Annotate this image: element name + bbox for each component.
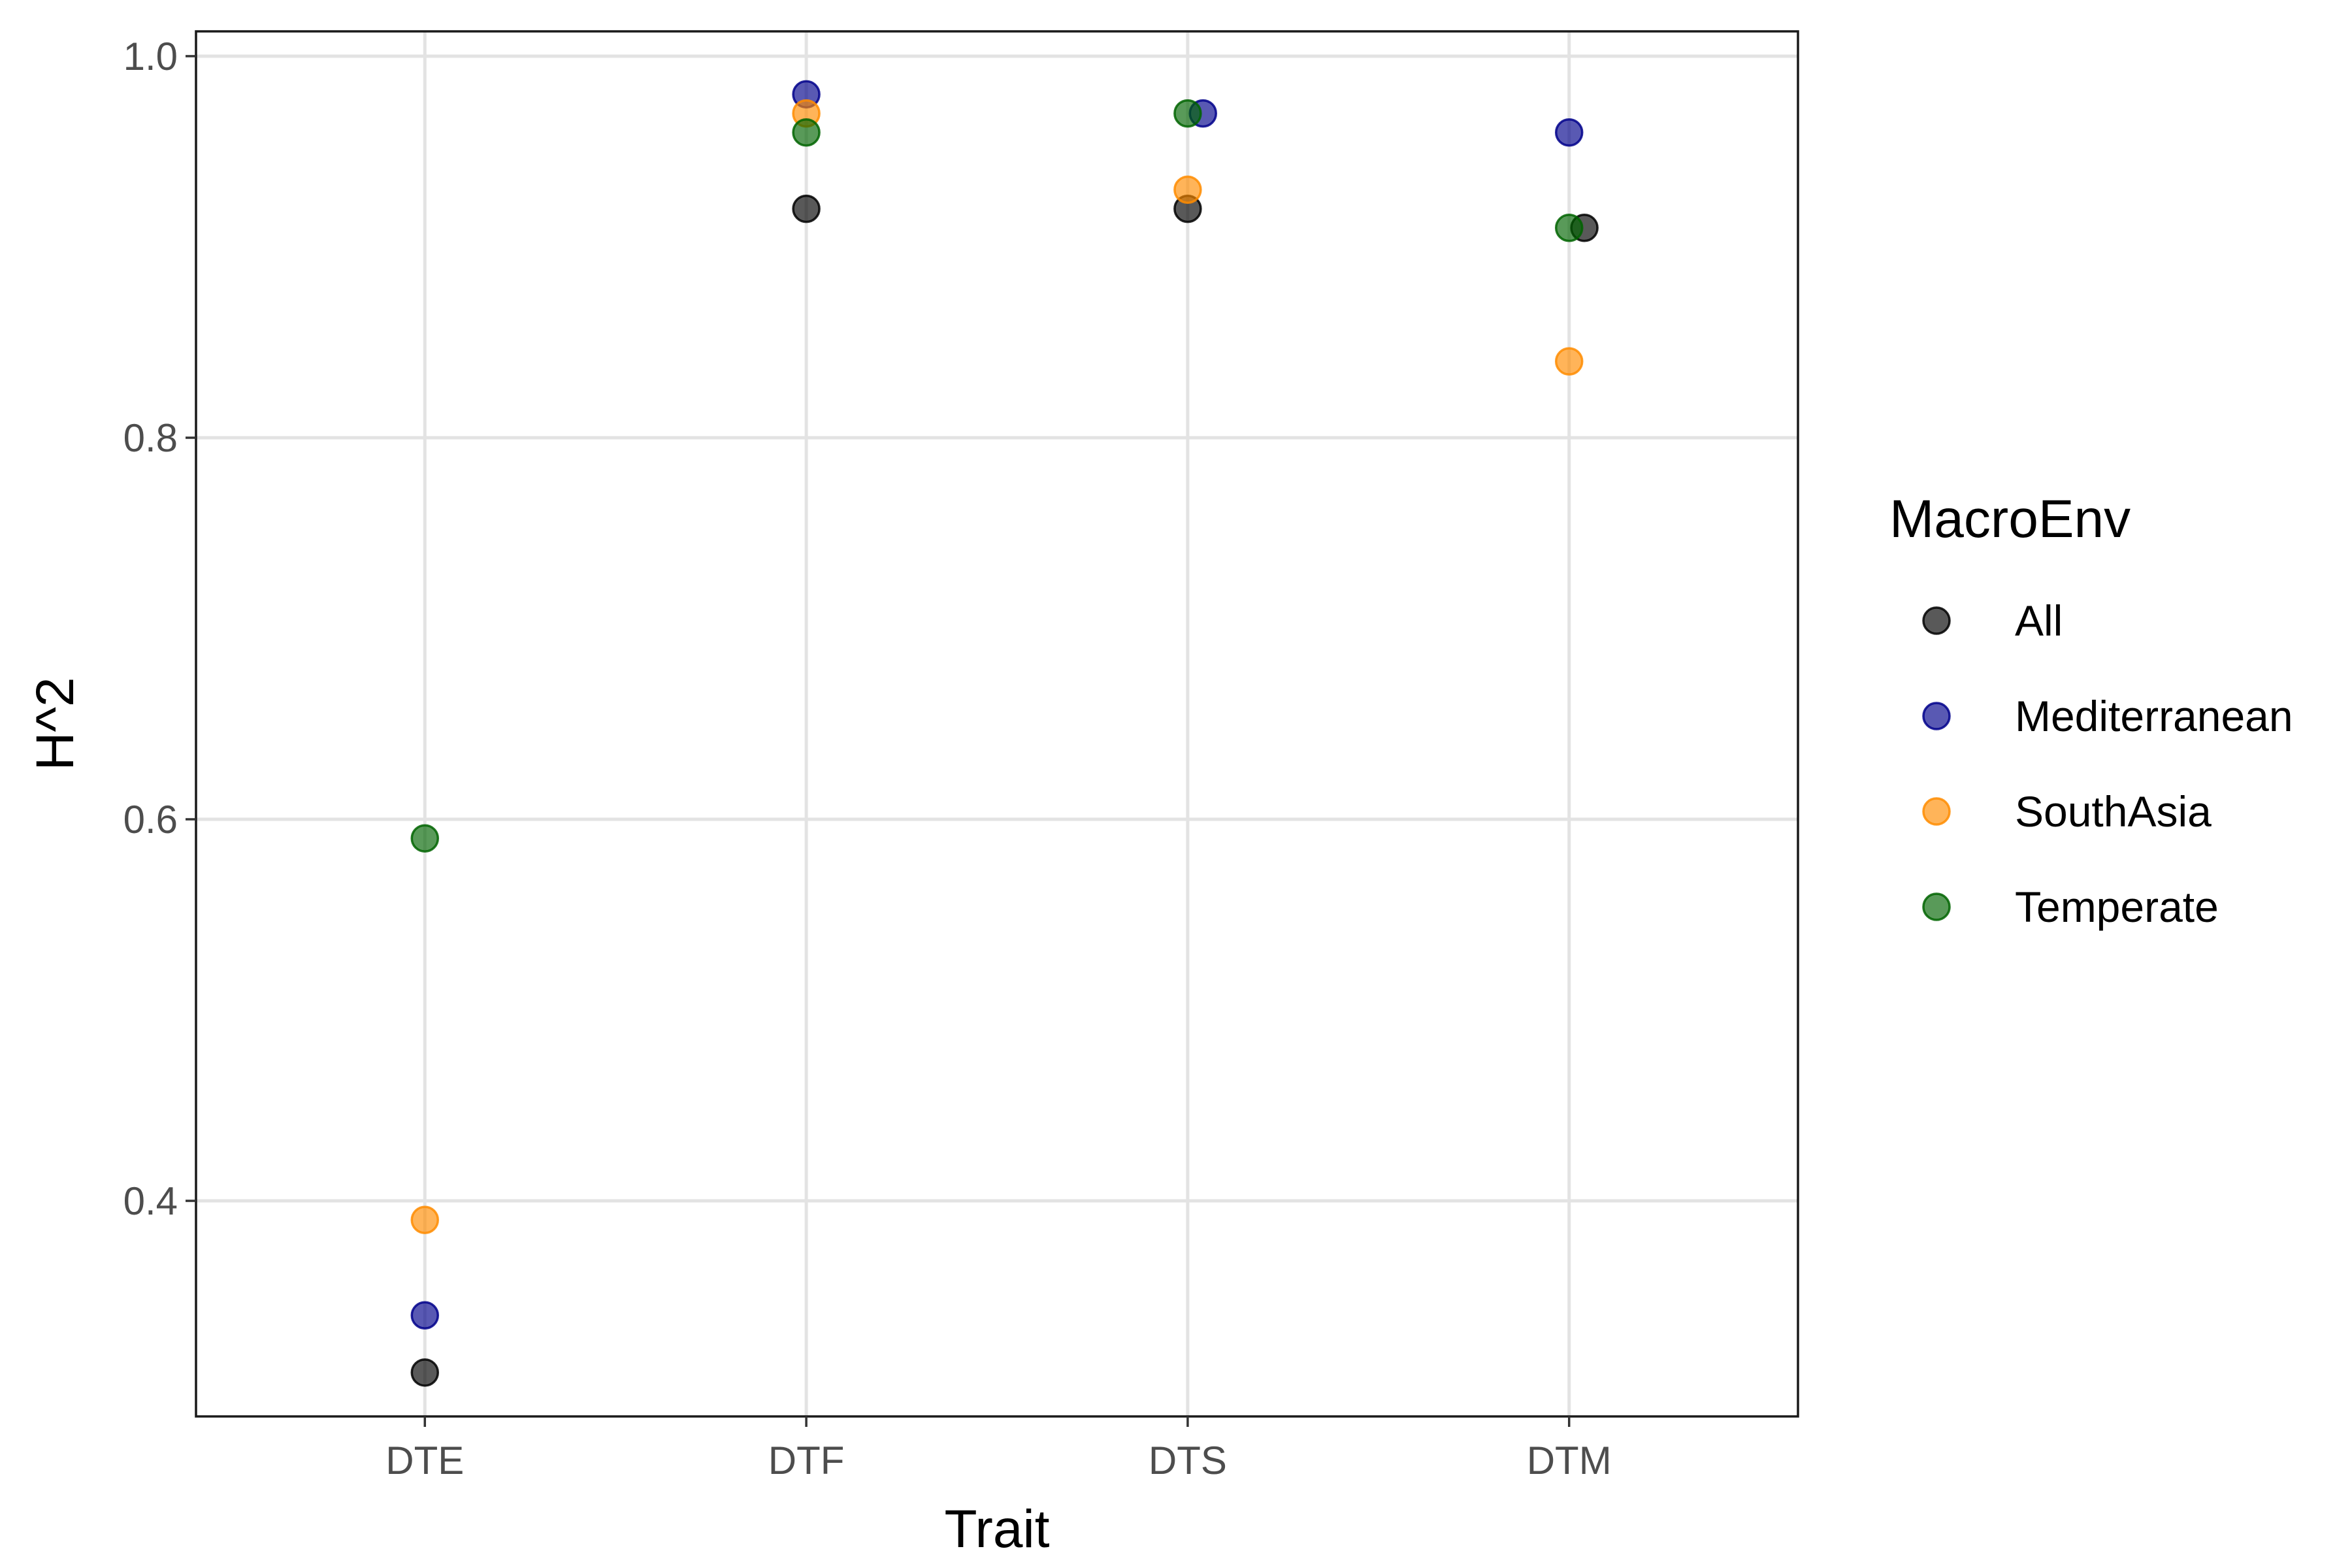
data-point-temperate	[792, 118, 821, 147]
data-point-southasia	[1554, 347, 1584, 376]
data-point-temperate	[1173, 99, 1202, 128]
legend-key-temperate	[1922, 892, 1951, 921]
x-tick-label: DTF	[768, 1439, 845, 1482]
legend-key-mediterranean	[1922, 702, 1951, 730]
data-point-temperate	[410, 824, 440, 853]
y-tick-label: 0.4	[123, 1179, 178, 1223]
y-tick-label: 0.6	[123, 798, 178, 841]
data-point-mediterranean	[410, 1301, 440, 1330]
legend-key-southasia	[1922, 797, 1951, 826]
legend-label-southasia: SouthAsia	[2015, 787, 2212, 836]
data-point-all	[410, 1358, 440, 1387]
plot-panel-border	[195, 30, 1799, 1418]
y-tick-label: 1.0	[123, 35, 178, 78]
axes-layer: 0.4 0.6 0.8 1.0 DTE DTF DTS DTM	[123, 35, 1612, 1482]
legend-title: MacroEnv	[1889, 489, 2131, 549]
legend-label-all: All	[2015, 596, 2063, 645]
x-tick-label: DTE	[385, 1439, 464, 1482]
y-tick-label: 0.8	[123, 416, 178, 460]
data-point-temperate	[1554, 214, 1584, 242]
legend-label-temperate: Temperate	[2015, 883, 2219, 931]
grid-layer	[196, 31, 1798, 1416]
legend-label-mediterranean: Mediterranean	[2015, 692, 2293, 740]
data-point-southasia	[1173, 175, 1202, 204]
legend-items: All Mediterranean SouthAsia Temperate	[1922, 596, 2293, 931]
x-axis-title: Trait	[945, 1499, 1050, 1559]
y-axis-title: H^2	[25, 677, 85, 770]
data-point-all	[792, 194, 821, 223]
legend: MacroEnv All Mediterranean SouthAsia Temper…	[1889, 489, 2293, 931]
x-tick-label: DTS	[1149, 1439, 1227, 1482]
data-point-southasia	[410, 1205, 440, 1234]
legend-key-all	[1922, 606, 1951, 635]
points-layer	[410, 80, 1599, 1387]
x-tick-label: DTM	[1527, 1439, 1612, 1482]
data-point-mediterranean	[1554, 118, 1584, 147]
